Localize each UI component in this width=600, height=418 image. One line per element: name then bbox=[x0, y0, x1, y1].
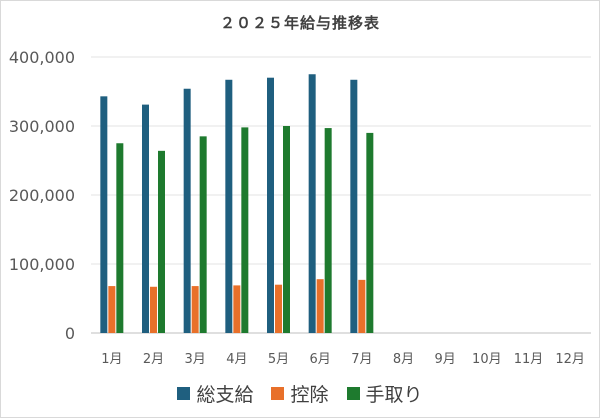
bar-手取り-5月 bbox=[283, 126, 290, 333]
x-tick-label: 3月 bbox=[185, 352, 206, 367]
bar-控除-5月 bbox=[275, 284, 282, 333]
bar-控除-3月 bbox=[191, 286, 199, 333]
y-tick-label: 200,000 bbox=[9, 186, 75, 205]
bar-手取り-7月 bbox=[366, 132, 374, 333]
legend-swatch bbox=[346, 387, 360, 400]
bar-手取り-4月 bbox=[241, 127, 249, 333]
bar-総支給-3月 bbox=[183, 88, 191, 334]
bar-手取り-2月 bbox=[158, 150, 165, 333]
bar-控除-4月 bbox=[233, 285, 241, 333]
x-tick-label: 2月 bbox=[143, 352, 164, 367]
x-tick-label: 4月 bbox=[226, 352, 247, 367]
bar-控除-2月 bbox=[150, 286, 157, 333]
x-tick-label: 12月 bbox=[555, 352, 585, 367]
y-tick-label: 100,000 bbox=[9, 255, 75, 274]
bar-手取り-3月 bbox=[199, 136, 207, 333]
legend-swatch bbox=[271, 387, 285, 400]
legend-item: 控除 bbox=[271, 380, 329, 407]
y-tick-label: 400,000 bbox=[9, 48, 75, 67]
legend-label: 手取り bbox=[365, 384, 423, 406]
chart-legend: 総支給 控除 手取り bbox=[1, 380, 599, 407]
bar-総支給-1月 bbox=[100, 96, 108, 333]
x-tick-label: 5月 bbox=[268, 352, 289, 367]
legend-label: 控除 bbox=[290, 384, 329, 406]
bar-総支給-2月 bbox=[142, 104, 149, 333]
x-tick-label: 6月 bbox=[310, 352, 331, 367]
y-tick-label: 300,000 bbox=[9, 117, 75, 136]
bar-手取り-1月 bbox=[116, 143, 124, 333]
x-tick-label: 7月 bbox=[351, 352, 372, 367]
bar-控除-7月 bbox=[358, 279, 366, 333]
bar-総支給-5月 bbox=[267, 77, 274, 333]
x-tick-label: 9月 bbox=[435, 352, 456, 367]
legend-item: 総支給 bbox=[177, 380, 253, 407]
x-tick-label: 11月 bbox=[514, 352, 544, 367]
chart-title: ２０２５年給与推移表 bbox=[219, 14, 380, 32]
bar-総支給-4月 bbox=[225, 79, 233, 334]
bar-総支給-7月 bbox=[350, 79, 358, 334]
legend-label: 総支給 bbox=[196, 384, 254, 406]
x-tick-label: 8月 bbox=[393, 352, 414, 367]
legend-swatch bbox=[177, 387, 191, 400]
bar-控除-6月 bbox=[316, 279, 324, 333]
x-tick-label: 10月 bbox=[472, 352, 502, 367]
bar-控除-1月 bbox=[108, 286, 116, 333]
legend-item: 手取り bbox=[346, 380, 423, 407]
y-tick-label: 0 bbox=[65, 324, 75, 343]
bar-総支給-6月 bbox=[308, 74, 316, 333]
bar-手取り-6月 bbox=[324, 128, 332, 333]
x-tick-label: 1月 bbox=[101, 352, 122, 367]
